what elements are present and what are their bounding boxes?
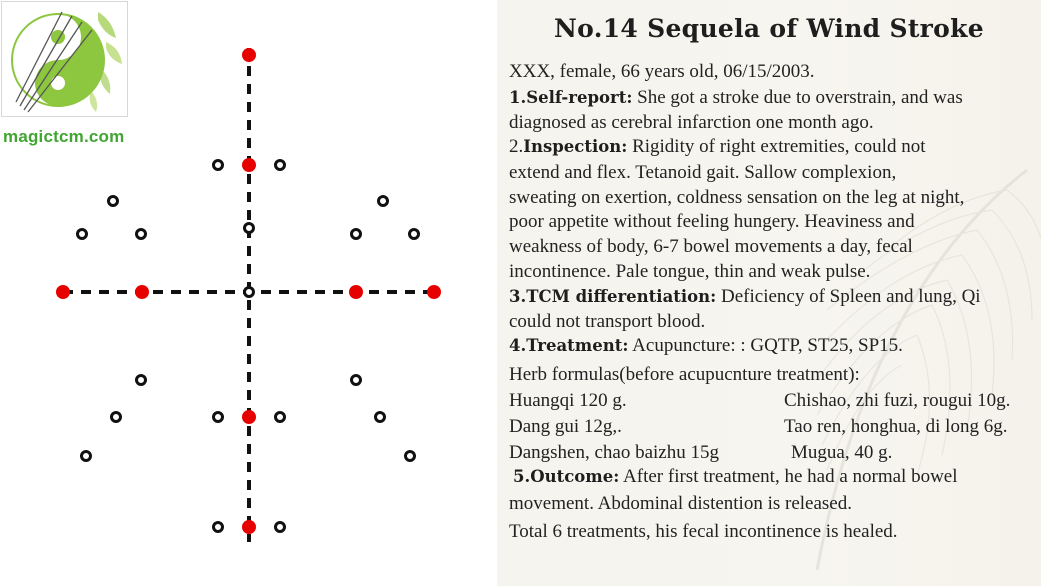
marked-acupoint (56, 285, 70, 299)
open-acupoint (110, 411, 122, 423)
self-report-line-2: diagnosed as cerebral infarction one mon… (509, 112, 874, 133)
open-acupoint (76, 228, 88, 240)
marked-acupoint (242, 520, 256, 534)
herb-row-3: Dangshen, chao baizhu 15g Mugua, 40 g. (509, 442, 893, 463)
inspection-line-1: 2.Inspection: Rigidity of right extremit… (509, 136, 926, 157)
herb-row-2: Dang gui 12g,. Tao ren, honghua, di long … (509, 416, 1008, 437)
open-acupoint (350, 374, 362, 386)
inspection-heading: Inspection: (523, 137, 628, 156)
self-report-line-1: 1.Self-report: She got a stroke due to o… (509, 87, 963, 108)
logo-text[interactable]: magictcm.com (3, 127, 125, 146)
differentiation-line-2: could not transport blood. (509, 311, 706, 332)
open-acupoint (274, 521, 286, 533)
differentiation-heading: 3.TCM differentiation: (509, 287, 717, 306)
open-acupoint (350, 228, 362, 240)
open-acupoint (212, 411, 224, 423)
outcome-line-2: movement. Abdominal distention is releas… (509, 493, 852, 514)
logo[interactable] (1, 1, 128, 117)
herb-intro: Herb formulas(before acupucnture treatme… (509, 364, 860, 385)
open-acupoint (135, 228, 147, 240)
open-acupoint (212, 521, 224, 533)
treatment-heading: 4.Treatment: (509, 336, 629, 355)
outcome-line-1: 5.Outcome: After first treatment, he had… (513, 466, 958, 487)
outcome-heading: 5.Outcome: (513, 467, 620, 486)
case-title: No.14 Sequela of Wind Stroke (554, 14, 984, 43)
open-acupoint (107, 195, 119, 207)
open-acupoint (135, 374, 147, 386)
inspection-line-5: weakness of body, 6-7 bowel movements a … (509, 236, 913, 257)
inspection-line-4: poor appetite without feeling hungery. H… (509, 211, 915, 232)
open-acupoint (274, 159, 286, 171)
herb-row-1: Huangqi 120 g. Chishao, zhi fuzi, rougui … (509, 390, 1011, 411)
case-panel: No.14 Sequela of Wind Stroke XXX, female… (497, 0, 1041, 586)
open-acupoint (212, 159, 224, 171)
open-acupoint (243, 222, 255, 234)
treatment-line: 4.Treatment: Acupuncture: : GQTP, ST25, … (509, 335, 903, 356)
marked-acupoint (242, 158, 256, 172)
differentiation-line-1: 3.TCM differentiation: Deficiency of Spl… (509, 286, 981, 307)
marked-acupoint (135, 285, 149, 299)
feather-watermark-icon (815, 168, 1041, 571)
patient-info: XXX, female, 66 years old, 06/15/2003. (509, 61, 815, 82)
open-acupoint (377, 195, 389, 207)
inspection-line-3: sweating on exertion, coldness sensation… (509, 187, 965, 208)
open-acupoint (404, 450, 416, 462)
inspection-line-2: extend and flex. Tetanoid gait. Sallow c… (509, 162, 897, 183)
marked-acupoint (242, 48, 256, 62)
self-report-heading: 1.Self-report: (509, 88, 633, 107)
acupoint-panel: magictcm.com (0, 0, 497, 586)
open-acupoint (274, 411, 286, 423)
marked-acupoint (427, 285, 441, 299)
yin-yang-logo-icon (11, 11, 122, 113)
open-acupoint (80, 450, 92, 462)
inspection-line-6: incontinence. Pale tongue, thin and weak… (509, 261, 871, 282)
open-acupoint (408, 228, 420, 240)
outcome-line-3: Total 6 treatments, his fecal incontinen… (509, 521, 898, 542)
open-acupoint (243, 286, 255, 298)
acupoint-diagram (56, 48, 441, 542)
open-acupoint (374, 411, 386, 423)
marked-acupoint (242, 410, 256, 424)
marked-acupoint (349, 285, 363, 299)
